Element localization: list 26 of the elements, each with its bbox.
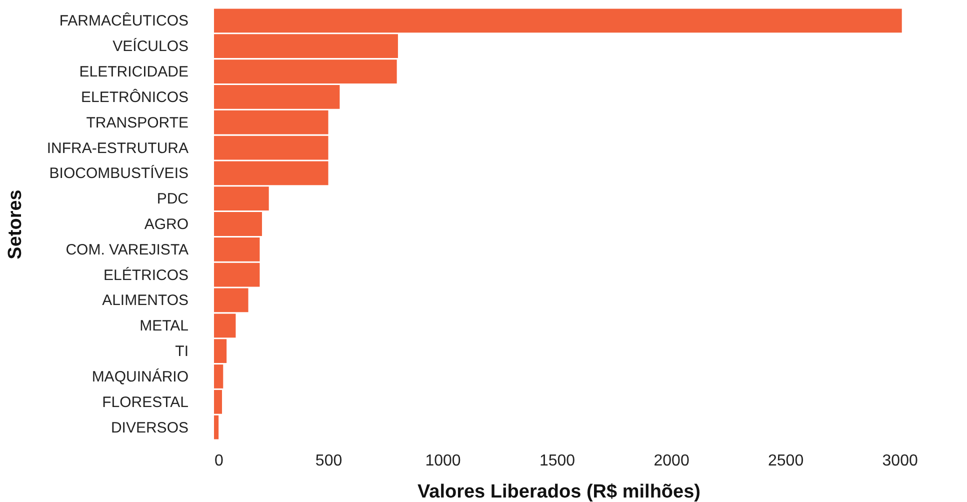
y-tick-label: DIVERSOS [110, 419, 188, 436]
x-tick-label: 2000 [654, 452, 690, 470]
y-tick-label: ELÉTRICOS [103, 266, 188, 284]
y-tick-label: AGRO [144, 216, 188, 233]
x-axis-title: Valores Liberados (R$ milhões) [418, 482, 700, 502]
y-tick-label: TRANSPORTE [86, 114, 188, 132]
y-tick-label: ALIMENTOS [102, 292, 188, 310]
y-tick-label: METAL [140, 318, 188, 335]
y-tick-label: INFRA-ESTRUTURA [46, 140, 188, 157]
x-tick-label: 500 [315, 452, 342, 470]
y-tick-label: FLORESTAL [102, 394, 188, 411]
y-tick-label: BIOCOMBUSTÍVEIS [49, 164, 188, 182]
x-tick-label: 3000 [882, 452, 918, 470]
y-tick-label: COM. VAREJISTA [66, 241, 188, 258]
y-tick-label: FARMACÊUTICOS [59, 12, 188, 30]
y-tick-label: ELETRÔNICOS [80, 88, 188, 106]
x-tick-label: 0 [214, 452, 224, 470]
y-tick-label: VEÍCULOS [112, 37, 188, 56]
y-tick-label: PDC [156, 190, 189, 208]
y-tick-label: TI [175, 343, 188, 360]
x-tick-label: 1000 [425, 452, 461, 470]
x-tick-label: 2500 [768, 452, 804, 470]
y-tick-label: ELETRICIDADE [79, 64, 188, 81]
x-tick-label: 1500 [539, 452, 576, 470]
y-axis-title: Setores [4, 190, 26, 260]
y-tick-label: MAQUINÁRIO [92, 367, 188, 386]
